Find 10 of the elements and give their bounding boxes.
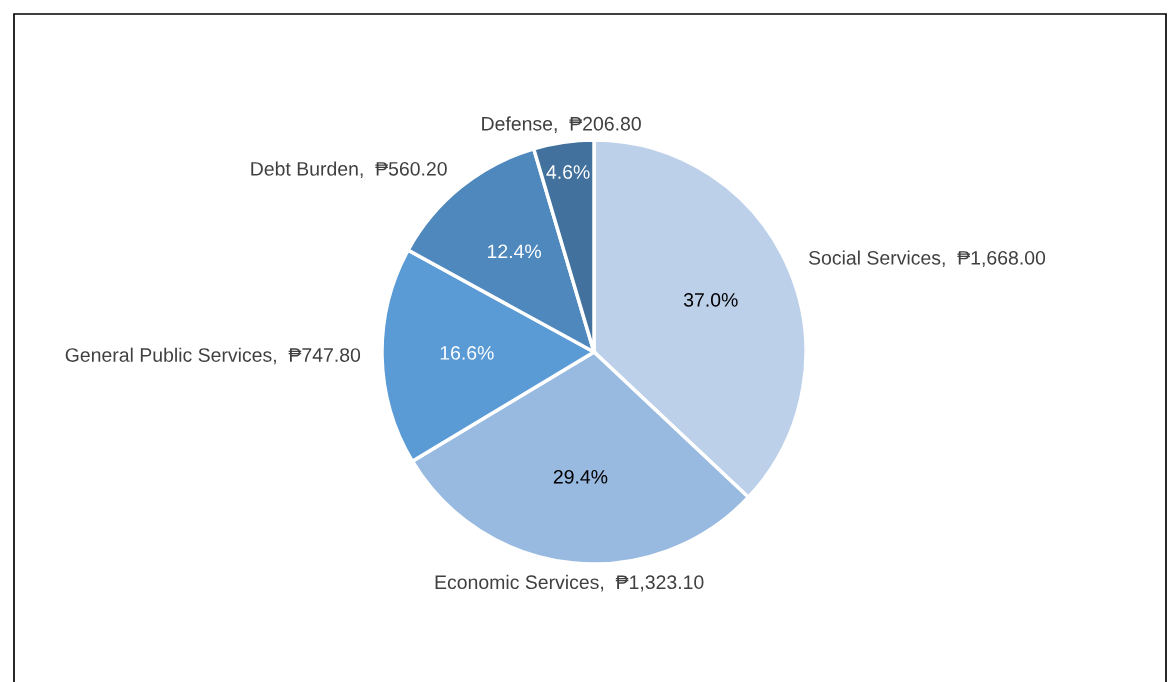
slice-label: Economic Services, ₱1,323.10 [435, 574, 704, 592]
slice-label: Defense, ₱206.80 [482, 116, 641, 133]
text: 4.6% [546, 165, 590, 179]
text: 29.4% [553, 469, 608, 484]
slice-label: Social Services, ₱1,668.00 [808, 250, 1046, 268]
text: 16.6% [440, 346, 494, 360]
text: 12.4% [488, 244, 541, 259]
slice-label: General Public Services, ₱747.80 [65, 347, 361, 365]
slice-label: Debt Burden, ₱560.20 [251, 161, 447, 179]
text: 37.0% [683, 293, 738, 307]
